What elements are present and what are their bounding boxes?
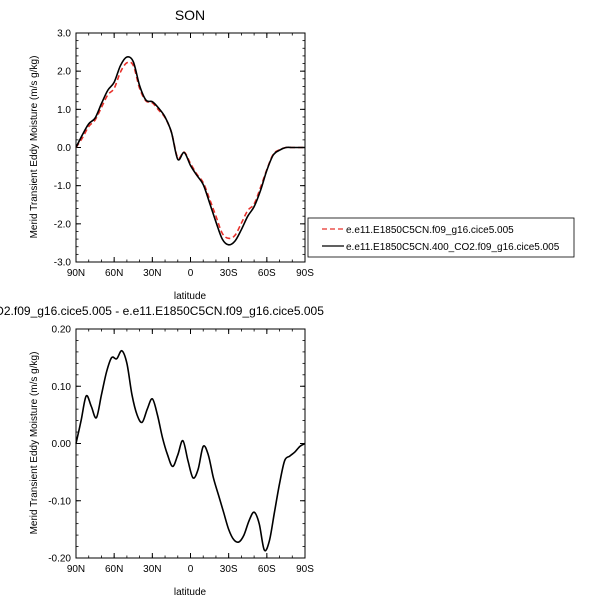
p2-x-tick-label: 30S <box>220 564 238 575</box>
legend-label-control: e.e11.E1850C5CN.f09_g16.cice5.005 <box>346 225 514 236</box>
legend-box <box>307 217 575 258</box>
top-panel-x-axis-label: latitude <box>174 291 207 302</box>
p1-x-tick-label: 30N <box>143 268 161 279</box>
top-panel-y-ticks: 3.0 2.0 1.0 0.0 -1.0 -2.0 -3.0 <box>54 29 305 269</box>
top-panel-y-axis-label: Merid Transient Eddy Moisture (m/s g/kg) <box>29 56 40 239</box>
p2-x-tick-label: 90N <box>67 564 85 575</box>
top-panel: SON 3.02.01.00.0-1.0-2.0-3.0 90N 60N 30N 0 3… <box>29 7 314 302</box>
bottom-panel-x-ticks: 90N 60N 30N 0 30S 60S 90S <box>67 329 314 575</box>
p1-y-tick-label: 2.0 <box>57 67 71 78</box>
p1-series-line-1 <box>75 56 305 246</box>
p2-x-tick-label: 90S <box>296 564 314 575</box>
p1-x-tick-label: 60N <box>105 268 123 279</box>
bottom-panel-title: e.e11.E1850C5CN.400_CO2.f09_g16.cice5.00… <box>0 304 324 318</box>
p1-x-tick-label: 90S <box>296 268 314 279</box>
p1-y-tick-label: -1.0 <box>54 181 72 192</box>
p2-y-tick-label: 0.20 <box>52 325 72 336</box>
p2-x-tick-label: 60S <box>258 564 276 575</box>
bottom-panel-x-axis-label: latitude <box>174 587 207 598</box>
p2-y-tick-label: 0.10 <box>52 382 72 393</box>
legend-label-co2: e.e11.E1850C5CN.400_CO2.f09_g16.cice5.00… <box>346 242 560 253</box>
p1-x-tick-label: 0 <box>188 268 194 279</box>
p2-x-tick-label: 60N <box>105 564 123 575</box>
bottom-panel-y-ticks: 0.20 0.10 0.00 -0.10 -0.20 <box>48 325 305 565</box>
top-panel-series <box>75 56 305 246</box>
top-panel-title: SON <box>175 7 205 23</box>
p1-x-tick-label: 30S <box>220 268 238 279</box>
p1-y-tick-label: -3.0 <box>54 258 72 269</box>
p2-y-tick-label: -0.20 <box>48 554 71 565</box>
bottom-panel-frame <box>75 328 306 559</box>
p2-x-tick-label: 0 <box>188 564 194 575</box>
top-panel-x-ticks: 90N 60N 30N 0 30S 60S 90S <box>67 33 314 279</box>
p1-y-tick-label: 3.0 <box>57 29 71 40</box>
p2-x-tick-label: 30N <box>143 564 161 575</box>
top-panel-frame <box>75 32 306 263</box>
bottom-panel-series <box>75 349 306 552</box>
p2-y-tick-label: 0.00 <box>52 439 72 450</box>
p1-x-tick-label: 90N <box>67 268 85 279</box>
p2-series-line-0 <box>75 349 306 552</box>
p1-y-tick-label: -2.0 <box>54 219 72 230</box>
p1-y-tick-label: 1.0 <box>57 105 71 116</box>
bottom-panel-y-axis-label: Merid Transient Eddy Moisture (m/s g/kg) <box>29 352 40 535</box>
p2-y-tick-label: -0.10 <box>48 496 71 507</box>
p1-x-tick-label: 60S <box>258 268 276 279</box>
p1-series-line-0 <box>75 61 305 240</box>
bottom-panel: e.e11.E1850C5CN.400_CO2.f09_g16.cice5.00… <box>0 304 324 598</box>
p1-y-tick-label: 0.0 <box>57 143 71 154</box>
legend: e.e11.E1850C5CN.f09_g16.cice5.005 e.e11.… <box>307 217 575 258</box>
